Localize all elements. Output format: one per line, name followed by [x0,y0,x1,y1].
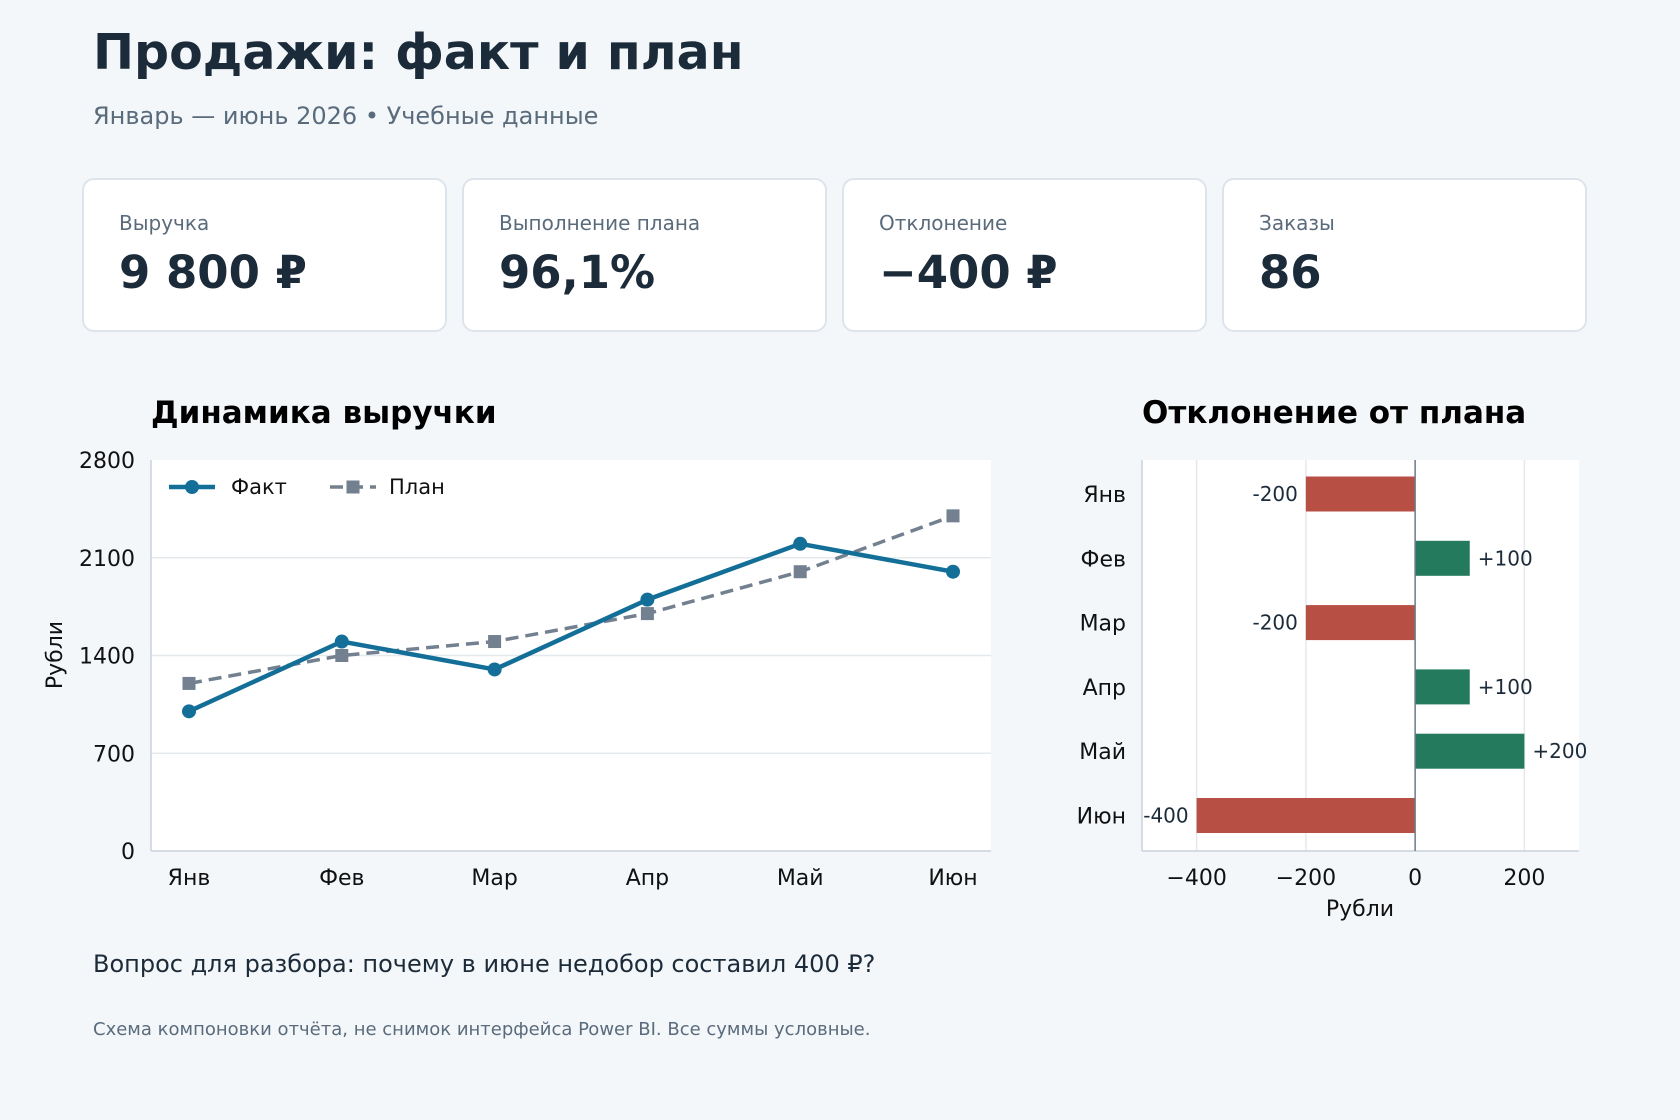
line-chart-ylabel: Рубли [43,621,68,689]
line-chart-xtick-label: Май [777,866,824,891]
deviation-chart-category-label: Мар [1080,612,1126,637]
kpi-card-plan-completion[interactable]: Выполнение плана 96,1% [462,178,827,332]
deviation-bar [1415,733,1525,769]
page-subtitle: Январь — июнь 2026 • Учебные данные [93,102,599,130]
kpi-card-orders[interactable]: Заказы 86 [1222,178,1587,332]
deviation-chart-xtick-label: −400 [1166,866,1226,891]
page-title: Продажи: факт и план [93,24,744,81]
deviation-chart-xtick-label: −200 [1276,866,1336,891]
fact-series-line [188,541,954,714]
deviation-chart-category-label: Июн [1077,805,1126,830]
plan-series-point [182,676,196,690]
plan-series-point [488,635,502,649]
deviation-bar [1305,605,1416,641]
kpi-label: Выручка [119,211,210,235]
deviation-bar-value-label: +200 [1532,739,1587,763]
plan-series-point [335,649,349,662]
line-chart-ytick-label: 0 [121,840,135,865]
deviation-chart-category-label: Янв [1083,483,1126,508]
deviation-chart-category-label: Апр [1083,676,1126,701]
footer-note: Схема компоновки отчёта, не снимок интер… [93,1019,871,1040]
kpi-label: Выполнение плана [499,211,701,235]
deviation-bar-value-label: -400 [1143,804,1188,828]
kpi-value: 86 [1259,246,1322,299]
line-chart-ytick-label: 700 [93,742,135,767]
deviation-chart-plot-area [1142,460,1579,851]
line-chart-ytick-label: 2800 [79,449,135,474]
kpi-label: Заказы [1259,211,1335,235]
deviation-chart-category-label: Май [1079,740,1126,765]
line-chart-xtick-label: Апр [626,866,669,891]
fact-series-point [793,536,808,551]
deviation-bar-value-label: +100 [1478,546,1533,570]
kpi-label: Отклонение [879,211,1008,235]
plan-series-line [188,514,954,686]
deviation-chart-category-label: Фев [1081,547,1126,572]
line-chart-xtick-label: Фев [319,866,364,891]
line-chart-xtick-label: Июн [928,866,977,891]
plan-series-point [946,509,960,523]
deviation-bar [1305,476,1416,512]
kpi-card-deviation[interactable]: Отклонение −400 ₽ [842,178,1207,332]
legend-fact-label: Факт [231,475,287,499]
line-chart-ytick-label: 1400 [79,645,135,670]
deviation-bar-value-label: -200 [1252,482,1297,506]
line-chart-xtick-label: Мар [471,866,517,891]
legend-fact-marker [185,480,199,494]
legend-plan-marker [346,480,360,494]
fact-series-point [182,704,196,719]
deviation-bar [1415,669,1470,705]
deviation-chart-title: Отклонение от плана [1142,395,1526,431]
deviation-bar-value-label: +100 [1478,675,1533,699]
kpi-value: −400 ₽ [879,246,1058,299]
deviation-chart-xtick-label: 200 [1503,866,1545,891]
footer-question: Вопрос для разбора: почему в июне недобо… [93,950,876,978]
deviation-chart-xlabel: Рубли [1326,897,1394,922]
kpi-value: 96,1% [499,246,656,299]
deviation-bar [1415,540,1470,576]
line-chart-ytick-label: 2100 [79,547,135,572]
line-chart-xtick-label: Янв [168,866,211,891]
line-chart-title: Динамика выручки [151,395,497,431]
legend-plan-label: План [389,475,445,499]
fact-series-point [640,592,655,607]
deviation-chart-xtick-label: 0 [1408,866,1422,891]
fact-series-point [946,564,960,579]
fact-series-point [334,634,349,649]
plan-series-point [793,565,807,579]
fact-series-point [487,662,502,677]
plan-series-point [640,607,654,621]
kpi-value: 9 800 ₽ [119,246,307,299]
kpi-card-revenue[interactable]: Выручка 9 800 ₽ [82,178,447,332]
deviation-bar [1196,798,1416,833]
deviation-bar-value-label: -200 [1252,611,1297,635]
